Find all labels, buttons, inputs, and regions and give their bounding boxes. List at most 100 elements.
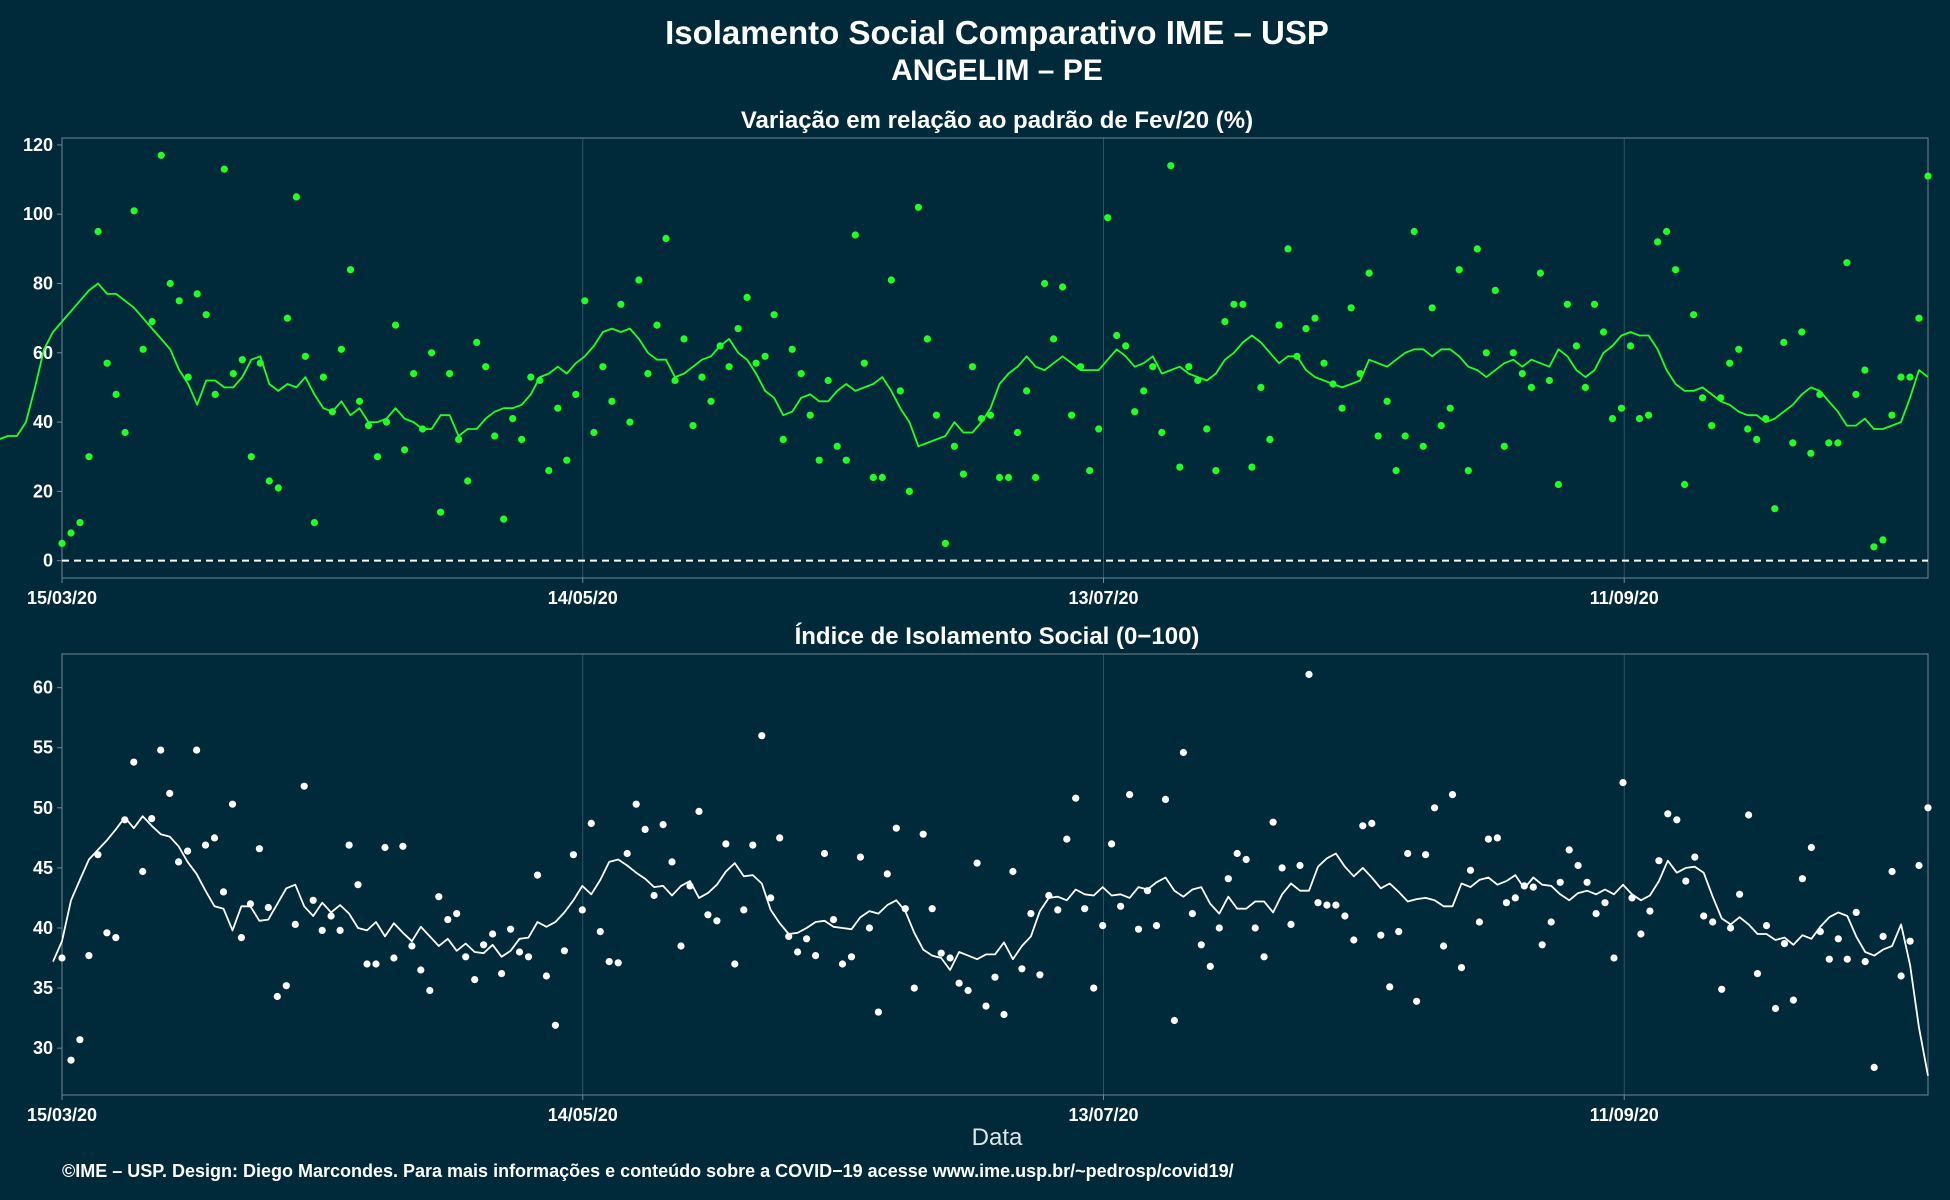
index-data-point	[193, 746, 201, 754]
variation-data-point	[1212, 467, 1220, 475]
index-data-point	[955, 979, 963, 987]
variation-data-point	[274, 484, 282, 492]
index-data-point	[1816, 928, 1824, 936]
index-data-point	[381, 843, 389, 852]
index-data-point	[1305, 670, 1313, 679]
variation-data-point	[391, 321, 400, 329]
index-panel: Índice de Isolamento Social (0−100) 30 35…	[27, 622, 1932, 1125]
variation-data-point	[67, 529, 75, 537]
variation-data-point	[1410, 227, 1418, 236]
index-data-point	[1529, 883, 1537, 891]
variation-data-point	[1284, 245, 1292, 253]
index-data-point	[1762, 922, 1771, 930]
variation-data-point	[1771, 505, 1779, 513]
variation-data-point	[1798, 328, 1806, 336]
index-y-tick-label: 35	[33, 978, 53, 998]
variation-data-point	[464, 477, 472, 485]
variation-data-point	[1717, 394, 1725, 402]
index-data-point	[1072, 794, 1080, 802]
index-data-point	[803, 935, 811, 943]
index-data-point	[1736, 890, 1744, 898]
index-data-point	[1834, 935, 1842, 943]
variation-data-point	[1419, 442, 1427, 450]
variation-data-point	[1635, 415, 1644, 423]
variation-data-point	[1167, 162, 1175, 170]
variation-data-point	[1437, 422, 1445, 430]
variation-data-point	[1654, 238, 1662, 246]
variation-data-point	[1104, 214, 1112, 222]
index-x-tick-label: 13/07/20	[1068, 1105, 1138, 1125]
index-data-point	[1879, 932, 1887, 941]
index-data-point	[623, 849, 631, 858]
index-data-point	[1493, 834, 1501, 842]
variation-data-point	[1383, 397, 1391, 405]
variation-data-point	[932, 411, 941, 419]
index-data-point	[282, 982, 290, 990]
index-data-point	[1709, 918, 1717, 926]
index-y-tick-label: 60	[33, 678, 53, 698]
index-data-point	[498, 970, 506, 978]
index-data-point	[937, 949, 945, 957]
variation-data-point	[1608, 415, 1617, 423]
index-data-point	[1897, 972, 1905, 980]
index-data-point	[1583, 878, 1591, 886]
index-data-point	[291, 920, 299, 929]
variation-data-point	[58, 539, 66, 548]
variation-data-point	[1077, 363, 1085, 371]
variation-data-point	[986, 411, 995, 419]
variation-data-point	[328, 408, 336, 416]
index-data-point	[1592, 910, 1600, 918]
variation-data-point	[662, 234, 670, 243]
index-data-point	[847, 953, 856, 961]
index-data-point	[785, 932, 793, 941]
variation-data-point	[1131, 408, 1139, 416]
index-data-point	[1296, 861, 1304, 870]
index-data-point	[1368, 819, 1376, 828]
index-data-point	[650, 891, 658, 900]
variation-data-point	[608, 397, 616, 405]
variation-data-point	[1599, 328, 1608, 336]
variation-data-point	[1013, 428, 1022, 437]
variation-data-point	[716, 342, 724, 350]
variation-data-point	[1158, 428, 1166, 437]
index-data-point	[246, 900, 254, 908]
variation-data-point	[896, 387, 904, 395]
variation-data-point	[1924, 172, 1932, 180]
variation-data-point	[437, 508, 445, 516]
index-data-point	[1457, 964, 1466, 972]
variation-data-point	[1004, 473, 1013, 482]
variation-data-point	[184, 373, 192, 381]
index-data-point	[641, 825, 649, 834]
index-data-point	[372, 960, 380, 968]
variation-data-point	[446, 370, 454, 378]
index-data-point	[345, 841, 353, 849]
variation-data-point	[788, 345, 796, 353]
index-data-point	[1063, 835, 1071, 843]
index-data-point	[1547, 918, 1555, 926]
index-data-point	[1870, 1063, 1878, 1071]
index-data-point	[1771, 1004, 1780, 1013]
variation-data-point	[1509, 349, 1517, 357]
index-data-point	[462, 953, 470, 961]
variation-data-point	[310, 519, 318, 527]
variation-data-point	[1645, 411, 1653, 419]
index-data-point	[184, 847, 192, 855]
variation-data-point	[103, 359, 111, 367]
variation-panel: Variação em relação ao padrão de Fev/20 …	[0, 107, 1932, 608]
variation-data-point	[94, 227, 102, 236]
index-data-point	[1700, 912, 1708, 920]
variation-y-tick-label: 20	[33, 481, 53, 501]
variation-data-point	[725, 363, 733, 371]
variation-data-point	[1329, 380, 1337, 388]
variation-y-tick-label: 40	[33, 412, 53, 432]
index-data-point	[157, 746, 165, 754]
variation-data-point	[1572, 342, 1580, 350]
variation-data-point	[950, 442, 959, 450]
index-data-point	[237, 934, 245, 942]
variation-data-point	[428, 349, 436, 357]
variation-data-point	[635, 276, 643, 284]
index-data-point	[632, 800, 640, 808]
variation-data-point	[842, 456, 850, 464]
index-data-point	[426, 986, 434, 995]
